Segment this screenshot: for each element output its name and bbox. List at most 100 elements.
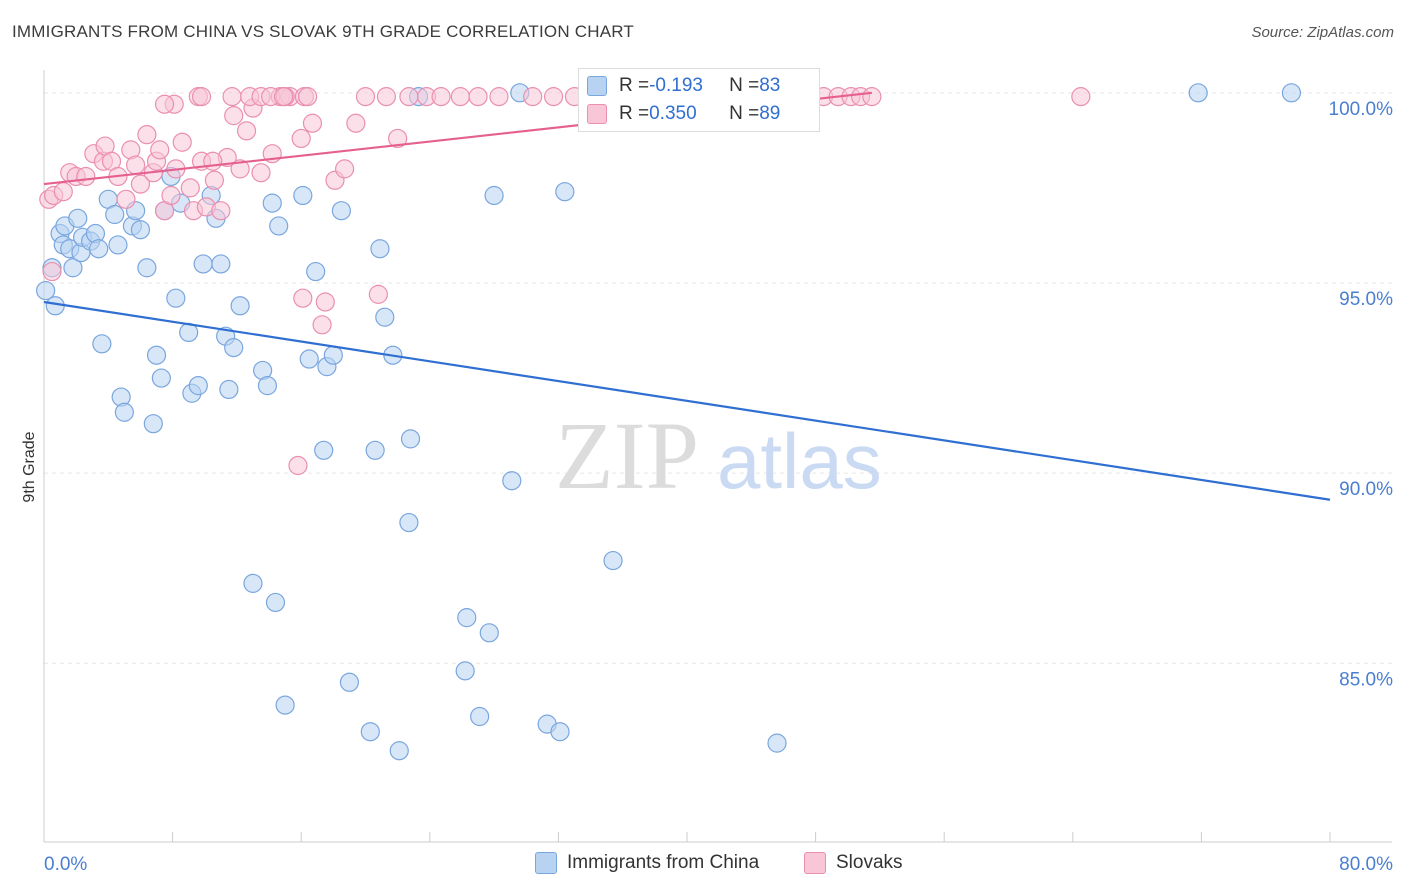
legend-r-value-slovaks: 0.350	[649, 103, 697, 124]
china-point-7	[63, 258, 83, 278]
slovaks-point-47	[376, 87, 396, 107]
slovaks-point-80	[293, 288, 313, 308]
china-point-52	[314, 440, 334, 460]
legend-n-label: N =	[729, 103, 760, 124]
china-point-46	[265, 592, 286, 613]
china-point-69	[479, 623, 499, 643]
china-point-45	[262, 193, 282, 213]
china-point-60	[375, 307, 395, 327]
legend-swatch-slovaks-bottom	[804, 852, 826, 874]
china-point-14	[92, 334, 112, 354]
china-point-71	[502, 471, 522, 491]
china-point-57	[360, 722, 380, 742]
china-point-0	[36, 280, 56, 301]
slovaks-point-82	[298, 87, 318, 107]
china-point-78	[1188, 83, 1208, 103]
slovaks-point-24	[180, 178, 200, 198]
slovaks-point-51	[431, 87, 451, 107]
china-point-58	[365, 440, 385, 460]
legend-swatch-china-bottom	[535, 852, 557, 874]
slovaks-point-3	[53, 182, 73, 202]
legend-r-value-china: -0.193	[649, 75, 703, 96]
slovaks-point-55	[523, 87, 543, 107]
china-point-29	[166, 288, 186, 308]
china-point-63	[399, 512, 419, 533]
china-point-51	[306, 261, 326, 282]
china-point-54	[323, 345, 343, 365]
slovaks-point-73	[203, 151, 223, 171]
slovaks-point-54	[489, 87, 509, 107]
legend-r-label: R =	[619, 103, 650, 124]
china-point-64	[400, 429, 421, 449]
y-tick-label-0: 100.0%	[1329, 99, 1394, 120]
slovaks-point-74	[222, 87, 242, 107]
china-point-49	[293, 185, 313, 206]
legend-swatch-china	[587, 76, 607, 96]
china-point-48	[275, 695, 295, 715]
slovaks-point-41	[315, 292, 335, 312]
china-point-66	[455, 661, 475, 681]
slovaks-point-53	[468, 87, 488, 107]
tick-labels: 100.0% 95.0% 90.0% 85.0% 0.0% 80.0%	[44, 99, 1393, 875]
slovaks-point-83	[312, 315, 332, 335]
china-point-41	[230, 296, 250, 316]
slovaks-point-71	[862, 87, 882, 107]
slovaks-point-15	[130, 174, 151, 194]
china-point-13	[89, 239, 109, 259]
slovaks-point-86	[191, 87, 212, 107]
legend-item-slovaks: Slovaks	[804, 852, 903, 874]
legend-item-china: Immigrants from China	[535, 852, 759, 874]
china-point-26	[151, 368, 171, 388]
china-point-39	[219, 379, 239, 400]
china-point-70	[484, 185, 504, 206]
source-label: Source: ZipAtlas.com	[1251, 24, 1394, 41]
china-point-16	[105, 204, 125, 225]
slovaks-point-31	[224, 106, 244, 126]
slovaks-point-44	[346, 113, 366, 133]
china-point-74	[550, 722, 570, 742]
x-tick-label-0: 0.0%	[44, 854, 87, 875]
china-point-17	[108, 235, 128, 255]
slovaks-point-29	[211, 201, 231, 221]
watermark-atlas: atlas	[717, 417, 882, 505]
slovaks-point-21	[161, 185, 181, 206]
slovaks-point-56	[543, 87, 564, 107]
watermark: ZIP atlas	[555, 402, 882, 509]
slovaks-point-49	[399, 87, 419, 107]
china-point-23	[137, 258, 157, 278]
legend-n-label: N =	[729, 75, 760, 96]
china-point-77	[767, 733, 787, 753]
china-point-24	[143, 414, 163, 434]
china-point-75	[555, 182, 575, 202]
slovaks-point-77	[288, 455, 308, 476]
china-point-34	[193, 254, 213, 274]
y-tick-label-2: 90.0%	[1339, 479, 1393, 500]
legend-label-slovaks: Slovaks	[836, 852, 903, 873]
legend-row-slovaks: R = 0.350 N = 89	[587, 102, 780, 126]
chart-title: IMMIGRANTS FROM CHINA VS SLOVAK 9TH GRAD…	[12, 22, 634, 41]
y-axis-title: 9th Grade	[21, 431, 38, 502]
china-point-62	[389, 741, 409, 761]
slovaks-point-45	[355, 87, 376, 107]
china-point-59	[370, 239, 390, 259]
series-legend: Immigrants from China Slovaks	[0, 852, 1406, 878]
slovaks-point-84	[273, 87, 294, 107]
china-point-67	[457, 608, 477, 628]
china-point-79	[1281, 83, 1302, 103]
stats-legend: R = -0.193 N = 83 R = 0.350 N = 89	[578, 68, 820, 132]
china-point-50	[299, 349, 319, 369]
slovaks-point-12	[116, 189, 136, 209]
china-point-56	[339, 672, 360, 692]
y-tick-label-3: 85.0%	[1339, 669, 1393, 690]
china-point-37	[211, 254, 231, 274]
slovaks-point-6	[76, 166, 96, 187]
china-point-47	[269, 216, 289, 236]
china-point-68	[470, 706, 490, 727]
slovaks-point-52	[450, 87, 470, 107]
slovaks-point-40	[302, 113, 323, 133]
slovaks-point-32	[230, 159, 250, 179]
china-point-33	[188, 376, 208, 396]
watermark-zip: ZIP	[555, 402, 699, 509]
x-tick-label-1: 80.0%	[1339, 854, 1393, 875]
